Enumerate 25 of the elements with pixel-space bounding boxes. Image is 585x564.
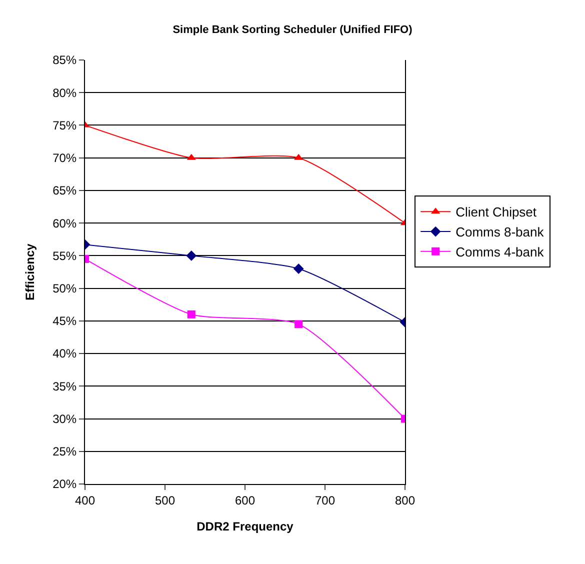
legend-label: Comms 4-bank [456,244,544,260]
x-tick-label: 600 [234,493,256,508]
y-tick-label: 25% [52,444,77,459]
y-tick-label: 35% [52,379,77,394]
y-tick-label: 50% [52,282,77,296]
y-tick-label: 85% [52,53,77,68]
x-tick-label: 800 [394,493,416,508]
y-tick-label: 75% [52,118,77,132]
y-tick-label: 30% [52,412,77,426]
legend-label: Client Chipset [456,204,537,220]
x-tick-label: 400 [74,493,96,508]
y-tick-label: 80% [52,86,77,100]
x-tick-label: 700 [314,493,336,508]
y-tick-label: 70% [52,151,77,166]
y-tick-label: 55% [52,248,77,263]
x-axis-title: DDR2 Frequency [196,519,294,534]
y-tick-label: 60% [52,216,77,230]
x-tick-label: 500 [154,493,176,508]
y-tick-label: 20% [52,477,77,492]
legend-label: Comms 8-bank [456,224,544,240]
y-tick-label: 45% [52,314,77,328]
chart-title: Simple Bank Sorting Scheduler (Unified FIFO) [172,24,413,36]
y-tick-label: 65% [52,184,77,198]
y-tick-label: 40% [52,346,77,361]
y-axis-title: Efficiency [22,243,37,300]
